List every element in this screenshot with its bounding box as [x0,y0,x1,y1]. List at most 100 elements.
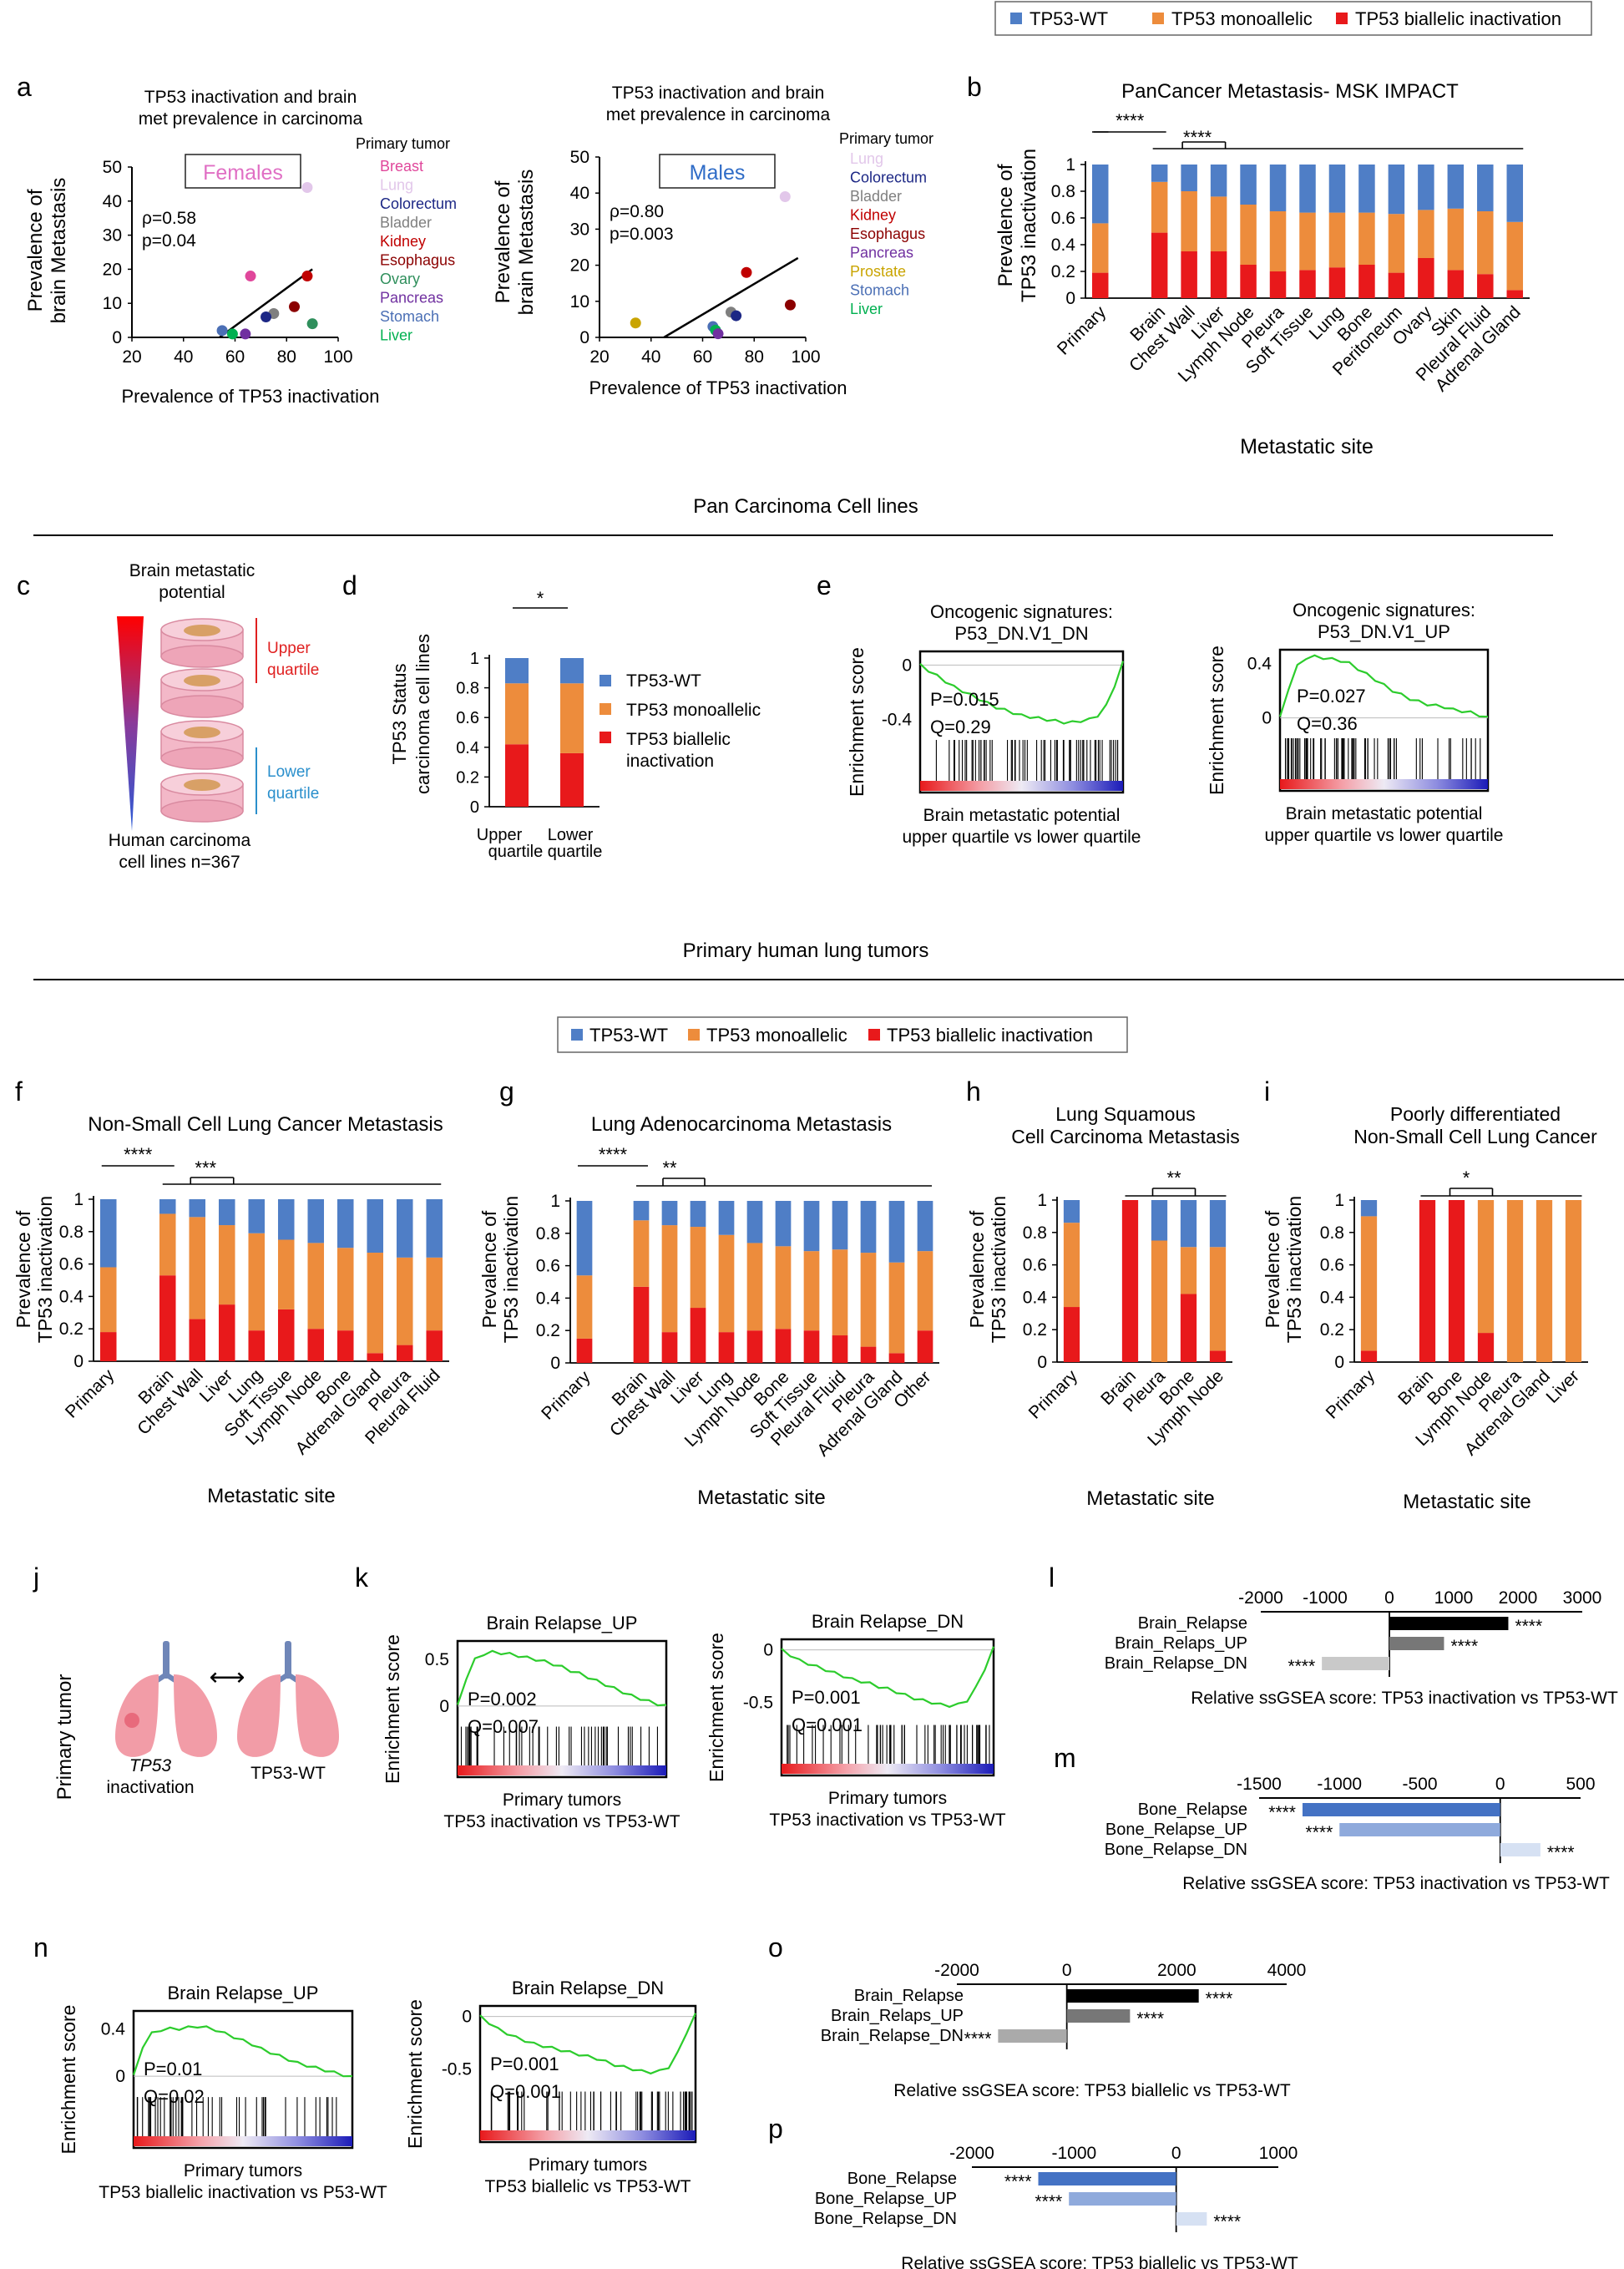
dish-bottom [160,695,244,718]
section-primary-lung: Primary human lung tumors [683,940,929,962]
regression-line [663,256,799,339]
hbar [1322,1657,1389,1670]
bar-segment [1328,267,1346,298]
bar-segment [1418,258,1434,298]
y-tick-label: 0.8 [59,1223,83,1242]
panel-letter-c: c [17,570,30,600]
bar-segment [367,1353,384,1361]
panel-h-title-1: Lung Squamous [1055,1103,1196,1125]
legend-entry: Pancreas [850,245,913,261]
mid-legend-swatch-bi [868,1029,880,1041]
gsea-q: Q=0.001 [490,2081,561,2102]
legend-entry: Bladder [380,215,432,231]
panel-a-m-ylabel-1: Prevalence of [492,180,514,303]
gsea-q: Q=0.007 [468,1716,539,1737]
scatter-point [226,328,238,340]
bar-segment [1063,1307,1080,1362]
bar-segment [888,1201,905,1263]
legend-entry: Stomach [380,308,439,325]
y-tick-label: 0.2 [1051,262,1075,281]
category-label: Bone_Relapse_UP [815,2190,957,2208]
y-tick-label: 0.2 [1320,1320,1344,1340]
gsea-frame [918,650,1125,794]
panel-a-m-title-2: met prevalence in carcinoma [606,105,831,124]
x-axis-caption: Relative ssGSEA score: TP53 inactivation… [1182,1874,1610,1893]
bar-segment [718,1201,735,1235]
d-legend-mono: TP53 monoallelic [626,701,761,720]
bar-segment [690,1308,706,1363]
panel-a-f-title-2: met prevalence in carcinoma [139,109,363,129]
bar-segment [1477,1200,1495,1334]
bar-segment [832,1249,848,1336]
x-tick-label: 60 [693,347,712,367]
panel-g-title: Lung Adenocarcinoma Metastasis [591,1113,892,1136]
significance-stars: **** [599,1144,628,1165]
panel-b-ylabel-1: Prevalence of [994,164,1017,286]
bar-segment [1091,223,1109,273]
legend-entry: Prostate [850,263,906,280]
y-tick-label: 0.8 [1320,1223,1344,1243]
gsea-p: P=0.015 [930,689,999,710]
d-legend-swatch-wt [600,675,611,686]
hbar [1038,2172,1176,2185]
x-tick-label: 1000 [1434,1588,1474,1608]
bar-segment [1448,1200,1465,1362]
bar-segment [633,1201,650,1221]
panel-a-f-rho: ρ=0.58 [142,209,196,228]
bar-segment [426,1257,443,1331]
category-label: Liver [1543,1366,1583,1406]
panel-j-side: Primary tumor [53,1674,76,1801]
bar-segment [248,1199,266,1233]
panel-n-gsea-2: Brain Relapse_DN 0 -0.5 P=0.001 Q=0.001 Enric… [404,1978,697,2196]
x-tick-label: 20 [589,347,609,367]
gradient-wedge-icon [117,616,144,831]
gsea-footer-2: TP53 biallelic vs TP53-WT [484,2177,691,2196]
hbar [1066,2009,1131,2023]
bar-segment [336,1199,354,1248]
gsea-q: Q=0.001 [792,1714,863,1735]
panel-letter-m: m [1054,1743,1076,1773]
panel-l-chart: -2000 -1000 0 1000 2000 3000 Brain_Relapse ****… [1105,1588,1618,1708]
scatter-point [261,311,272,323]
bar-segment [1447,270,1465,298]
bar-segment [396,1345,413,1361]
gsea-title: Oncogenic signatures: [930,601,1113,622]
scatter-point [240,328,251,340]
panel-letter-d: d [342,570,357,600]
bar-segment [1418,165,1434,210]
panel-i-ylabel-1: Prevalence of [1262,1210,1283,1328]
legend-entry: Liver [850,301,883,317]
rank-heatbar [1280,779,1488,789]
panel-letter-g: g [499,1076,514,1107]
bar-segment [99,1267,117,1333]
legend-entry: Lung [850,150,883,167]
mid-legend-mono: TP53 monoallelic [706,1025,847,1046]
bar-segment [633,1220,650,1287]
category-label: Primary [1025,1366,1082,1423]
gsea-frame [478,2004,697,2144]
section-pan-carcinoma: Pan Carcinoma Cell lines [693,495,918,518]
y-tick-label: 10 [103,294,122,313]
bar-segment [1506,290,1524,298]
legend-mono: TP53 monoallelic [1171,8,1313,29]
panel-a-m-ylabel-2: brain Metastasis [515,170,538,316]
gsea-frame [456,1639,668,1779]
panel-d-chart: 0 0.2 0.4 0.6 0.8 1 Upper Lower * [456,588,600,844]
lung-icon-right [237,1641,339,1757]
panel-g-xlabel: Metastatic site [697,1486,825,1509]
bar-segment [1328,212,1346,268]
gsea-q: Q=0.36 [1297,713,1358,734]
gsea-footer-1: Brain metastatic potential [923,806,1121,825]
panel-a-f-box [185,154,301,189]
y-tick-label: 0.6 [59,1255,83,1274]
y-tick-label: 1 [1334,1191,1344,1210]
gsea-footer-2: upper quartile vs lower quartile [903,828,1141,847]
gsea-frame [780,1638,995,1777]
scatter-point [731,310,742,322]
panel-d-ylabel-1: TP53 Status [389,663,410,764]
cell-colony [184,779,220,791]
dish-bottom [160,799,244,823]
x-tick-label: 3000 [1563,1588,1602,1608]
gsea-p: P=0.001 [490,2054,559,2074]
